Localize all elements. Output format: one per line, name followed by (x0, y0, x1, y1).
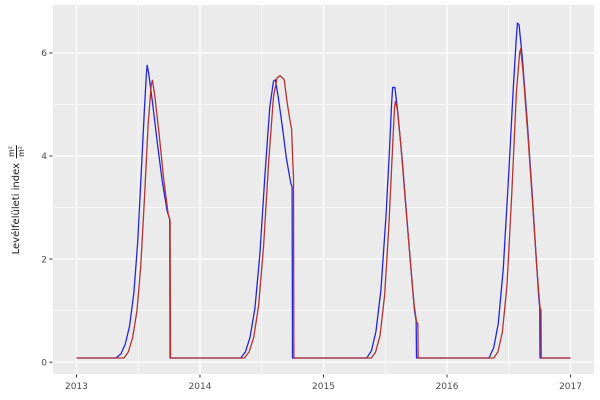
y-tick-label: 2 (41, 255, 47, 265)
series-red-line (76, 48, 571, 359)
y-tick-label: 6 (41, 49, 47, 59)
y-axis-title-wrap: Levélfelületi index m² m² (0, 0, 34, 400)
y-axis-title-text: Levélfelületi index (11, 163, 23, 255)
y-axis-unit-numerator: m² (7, 145, 18, 159)
y-axis-unit-denominator: m² (17, 146, 27, 158)
x-tick-label: 2014 (189, 382, 212, 392)
x-tick-label: 2016 (436, 382, 459, 392)
y-axis-title: Levélfelületi index m² m² (7, 145, 27, 255)
x-tick-label: 2015 (312, 382, 335, 392)
x-tick-label: 2017 (559, 382, 582, 392)
y-tick-label: 4 (41, 152, 47, 162)
y-tick-label: 0 (41, 358, 47, 368)
y-axis-unit-fraction: m² m² (7, 145, 27, 159)
x-tick-label: 2013 (65, 382, 88, 392)
